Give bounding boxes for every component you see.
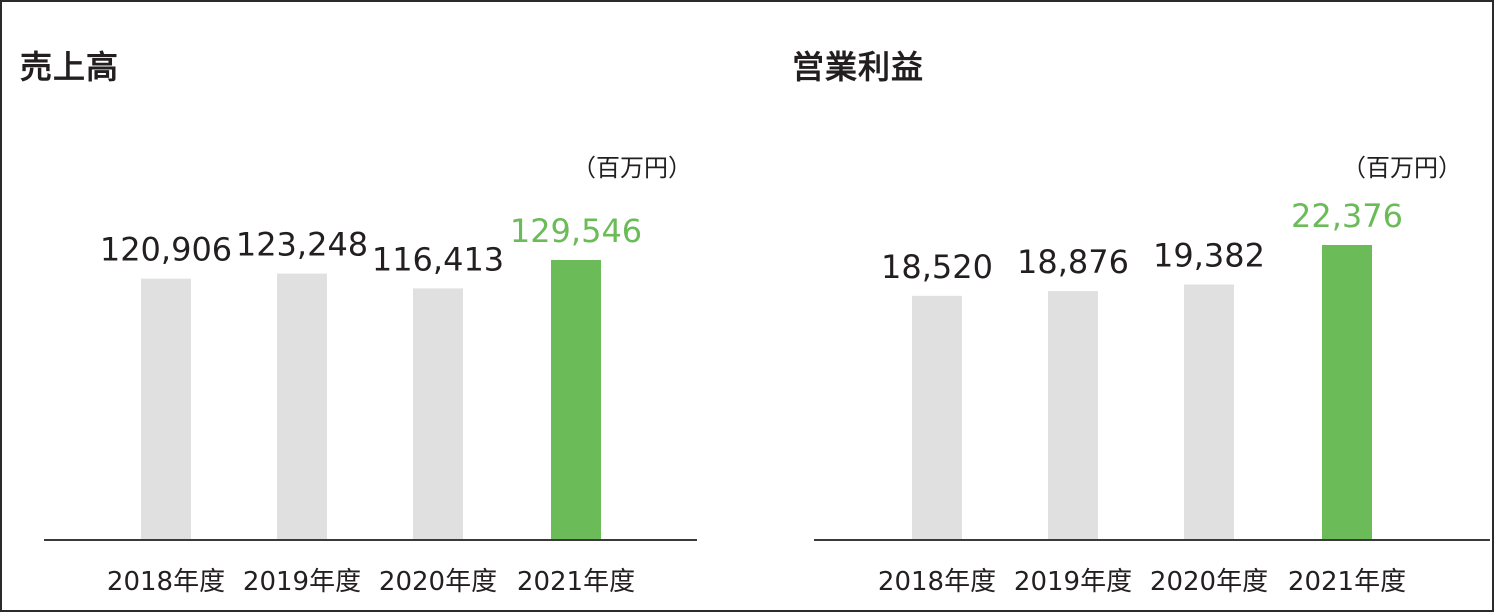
- operating-profit-value-label-3: 22,376: [1291, 197, 1403, 235]
- sales-value-label-1: 123,248: [236, 226, 368, 264]
- operating-profit-bar-chart: 18,520 2018年度 18,876 2019年度 19,382 2020年度 22,3…: [814, 197, 1490, 597]
- operating-profit-chart-panel: 営業利益 （百万円） 18,520 2018年度 18,876 2019年度 19,38…: [772, 2, 1492, 610]
- operating-profit-value-label-1: 18,876: [1017, 243, 1129, 281]
- sales-category-label-0: 2018年度: [107, 567, 225, 597]
- operating-profit-bar-1: [1048, 291, 1098, 540]
- sales-unit-label: （百万円）: [572, 154, 692, 182]
- operating-profit-chart-title: 営業利益: [792, 48, 925, 86]
- operating-profit-category-label-0: 2018年度: [878, 567, 996, 597]
- operating-profit-unit-label: （百万円）: [1342, 154, 1462, 182]
- sales-chart-panel: 売上高 （百万円） 120,906 2018年度 123,248 2019年度 116,…: [2, 2, 747, 610]
- sales-category-label-1: 2019年度: [243, 567, 361, 597]
- sales-bar-3: [551, 260, 601, 540]
- sales-value-label-2: 116,413: [372, 240, 504, 278]
- sales-bar-0: [141, 278, 191, 540]
- operating-profit-value-label-0: 18,520: [881, 248, 993, 286]
- operating-profit-value-label-2: 19,382: [1153, 236, 1265, 274]
- operating-profit-bar-3: [1322, 245, 1372, 540]
- operating-profit-category-label-3: 2021年度: [1288, 567, 1406, 597]
- sales-value-label-3: 129,546: [510, 212, 642, 250]
- operating-profit-bar-0: [912, 295, 962, 540]
- operating-profit-bar-2: [1184, 284, 1234, 540]
- sales-category-label-3: 2021年度: [517, 567, 635, 597]
- sales-category-label-2: 2020年度: [379, 567, 497, 597]
- sales-bar-2: [413, 288, 463, 540]
- sales-chart-title: 売上高: [20, 48, 120, 86]
- sales-bar-1: [277, 273, 327, 540]
- sales-value-label-0: 120,906: [100, 231, 232, 269]
- sales-bar-chart: 120,906 2018年度 123,248 2019年度 116,413 2020年度 1…: [44, 212, 697, 597]
- operating-profit-category-label-1: 2019年度: [1014, 567, 1132, 597]
- operating-profit-category-label-2: 2020年度: [1150, 567, 1268, 597]
